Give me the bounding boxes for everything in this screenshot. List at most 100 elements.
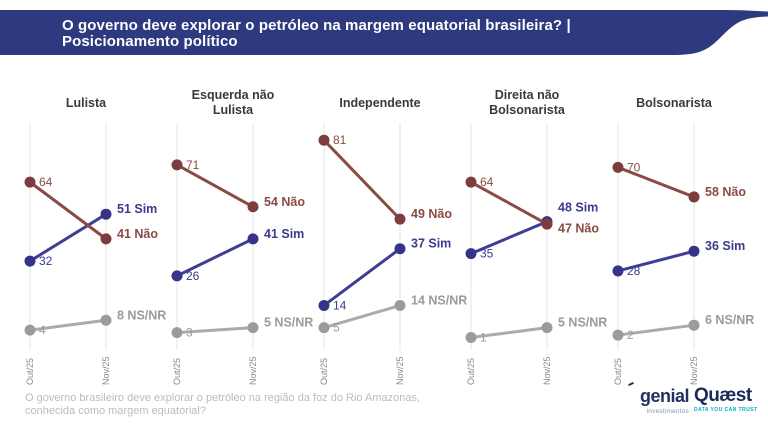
series-line-Não bbox=[175, 163, 255, 209]
data-point bbox=[171, 270, 183, 282]
series-line-Sim bbox=[28, 212, 108, 263]
data-point bbox=[100, 208, 112, 220]
quaest-logo: Quæst DATA YOU CAN TRUST bbox=[694, 386, 764, 413]
right-value-label: 54 Não bbox=[264, 195, 305, 209]
series-line-NS/NR bbox=[469, 326, 549, 340]
right-value-label: 49 Não bbox=[411, 207, 452, 221]
left-value-label: 64 bbox=[39, 175, 53, 189]
x-axis-label: Out/25 bbox=[25, 358, 35, 385]
left-value-label: 14 bbox=[333, 298, 347, 312]
right-value-label: 36 Sim bbox=[705, 239, 745, 253]
left-value-label: 1 bbox=[480, 331, 487, 345]
left-value-label: 70 bbox=[627, 160, 641, 174]
data-point bbox=[465, 332, 477, 344]
quaest-logo-tagline: DATA YOU CAN TRUST bbox=[694, 407, 758, 413]
data-point bbox=[394, 213, 406, 225]
series-line-Não bbox=[469, 180, 549, 226]
genial-logo-text: genial bbox=[639, 386, 690, 406]
series-line-Não bbox=[322, 138, 402, 221]
right-value-label: 5 NS/NR bbox=[264, 316, 313, 330]
data-point bbox=[541, 322, 553, 334]
genial-logo-subtext: investimentos bbox=[646, 408, 689, 415]
left-value-label: 5 bbox=[333, 321, 340, 335]
series-line-Sim bbox=[616, 249, 696, 273]
panel-title: Esquerda não Lulista bbox=[191, 88, 275, 117]
left-value-label: 64 bbox=[480, 175, 494, 189]
data-point bbox=[318, 299, 330, 311]
right-value-label: 47 Não bbox=[558, 221, 599, 235]
data-point bbox=[24, 324, 36, 336]
series-line-NS/NR bbox=[322, 303, 402, 330]
data-point bbox=[394, 299, 406, 311]
survey-question: O governo brasileiro deve explorar o pet… bbox=[25, 392, 420, 417]
x-axis-label: Nov/25 bbox=[689, 356, 699, 385]
page-title-line1: O governo deve explorar o petróleo na ma… bbox=[62, 17, 571, 34]
x-axis-label: Out/25 bbox=[172, 358, 182, 385]
x-axis-label: Nov/25 bbox=[542, 356, 552, 385]
series-line-Sim bbox=[322, 247, 402, 307]
left-value-label: 81 bbox=[333, 133, 347, 147]
x-axis-label: Out/25 bbox=[613, 358, 623, 385]
series-line-NS/NR bbox=[616, 323, 696, 337]
data-point bbox=[171, 327, 183, 339]
right-value-label: 37 Sim bbox=[411, 237, 451, 251]
panel-title: Bolsonarista bbox=[636, 95, 712, 110]
data-point bbox=[541, 218, 553, 230]
data-point bbox=[247, 322, 259, 334]
series-line-NS/NR bbox=[175, 326, 255, 335]
panel-title: Independente bbox=[339, 95, 421, 110]
panel-title: Lulista bbox=[65, 95, 107, 110]
x-axis-label: Out/25 bbox=[319, 358, 329, 385]
data-point bbox=[612, 161, 624, 173]
series-line-Sim bbox=[175, 237, 255, 278]
quaest-logo-text: Quæst bbox=[694, 385, 752, 406]
left-value-label: 71 bbox=[186, 158, 200, 172]
data-point bbox=[688, 245, 700, 257]
x-axis-label: Nov/25 bbox=[395, 356, 405, 385]
right-value-label: 8 NS/NR bbox=[117, 308, 166, 322]
series-line-Sim bbox=[469, 220, 549, 256]
left-value-label: 3 bbox=[186, 326, 193, 340]
data-point bbox=[24, 176, 36, 188]
data-point bbox=[100, 233, 112, 245]
data-point bbox=[171, 159, 183, 171]
data-point bbox=[612, 265, 624, 277]
survey-question-line1: O governo brasileiro deve explorar o pet… bbox=[25, 392, 421, 404]
data-point bbox=[688, 191, 700, 203]
header-banner bbox=[0, 10, 768, 55]
data-point bbox=[100, 314, 112, 326]
page-title-line2: Posicionamento político bbox=[62, 33, 238, 50]
left-value-label: 35 bbox=[480, 247, 494, 261]
data-point bbox=[247, 201, 259, 213]
data-point bbox=[465, 176, 477, 188]
genial-logo: genial investimentos bbox=[625, 381, 690, 415]
right-value-label: 51 Sim bbox=[117, 202, 157, 216]
data-point bbox=[612, 329, 624, 341]
left-value-label: 32 bbox=[39, 254, 53, 268]
right-value-label: 41 Sim bbox=[264, 227, 304, 241]
series-line-Não bbox=[28, 180, 108, 241]
series-line-NS/NR bbox=[28, 318, 108, 332]
panel-title: Direita não Bolsonarista bbox=[489, 88, 565, 117]
left-value-label: 26 bbox=[186, 269, 200, 283]
right-value-label: 58 Não bbox=[705, 185, 746, 199]
right-value-label: 41 Não bbox=[117, 227, 158, 241]
right-value-label: 14 NS/NR bbox=[411, 293, 467, 307]
series-line-Não bbox=[616, 165, 696, 199]
data-point bbox=[318, 322, 330, 334]
header-banner-shape bbox=[0, 10, 768, 55]
data-point bbox=[318, 134, 330, 146]
data-point bbox=[394, 243, 406, 255]
right-value-label: 6 NS/NR bbox=[705, 313, 754, 327]
page-title: O governo deve explorar o petróleo na ma… bbox=[62, 18, 571, 50]
survey-question-line2: conhecida como margem equatorial? bbox=[25, 404, 206, 417]
left-value-label: 4 bbox=[39, 323, 46, 337]
x-axis-label: Nov/25 bbox=[248, 356, 258, 385]
data-point bbox=[465, 248, 477, 260]
right-value-label: 48 Sim bbox=[558, 200, 598, 214]
left-value-label: 2 bbox=[627, 328, 634, 342]
data-point bbox=[247, 233, 259, 245]
x-axis-label: Nov/25 bbox=[101, 356, 111, 385]
